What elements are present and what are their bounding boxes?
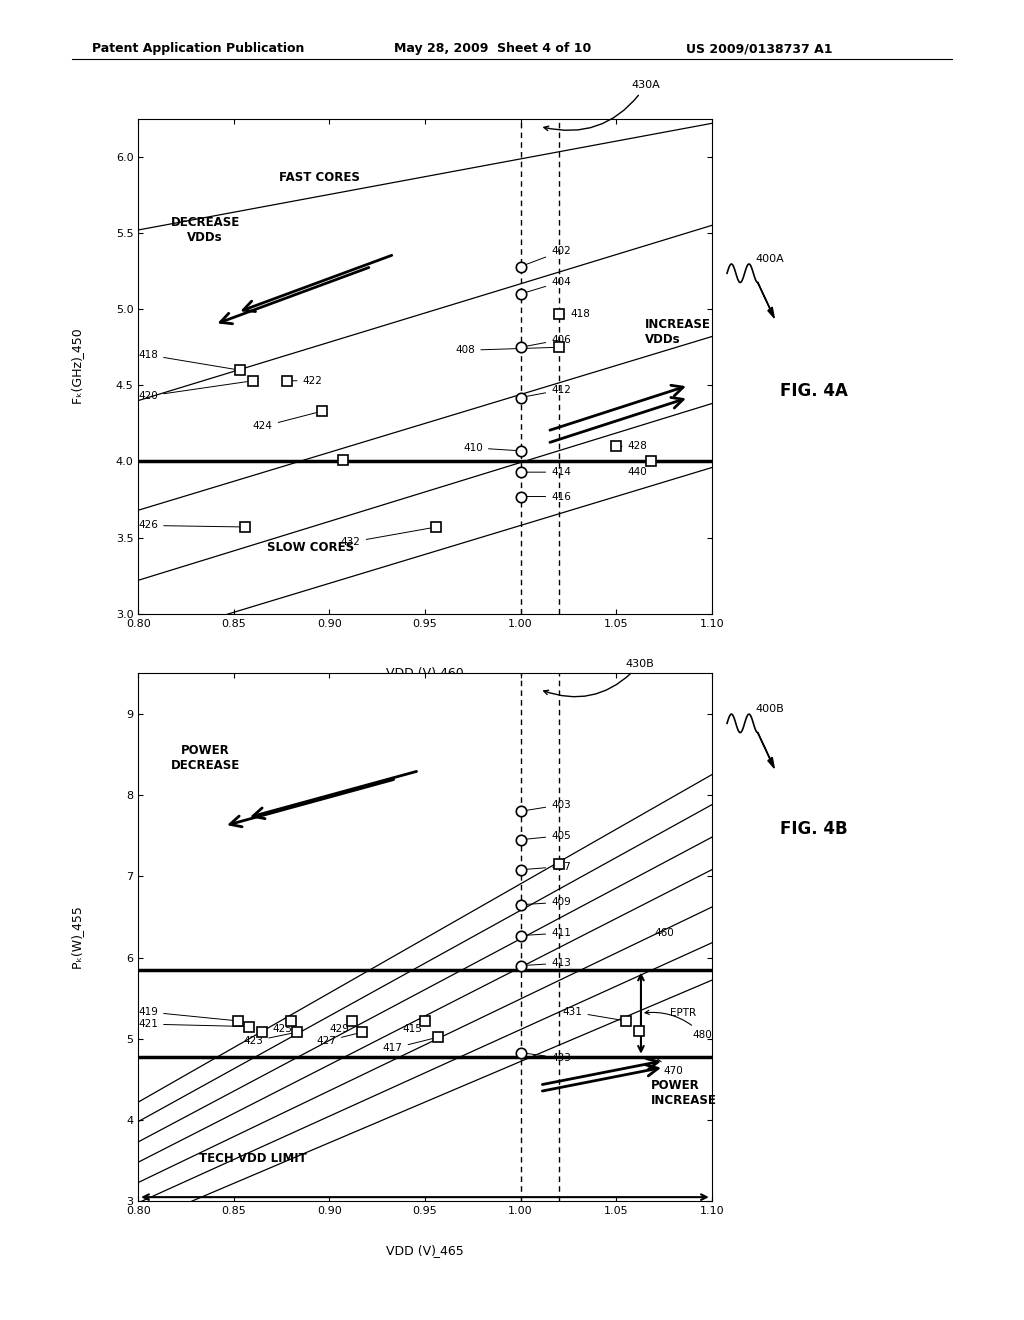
Text: 417: 417 [383, 1038, 435, 1053]
Text: 432: 432 [341, 528, 434, 548]
Text: 423: 423 [244, 1032, 294, 1047]
Text: 421: 421 [138, 1019, 247, 1030]
Text: 407: 407 [523, 862, 570, 871]
Text: 430B: 430B [544, 659, 654, 697]
Text: 429: 429 [330, 1020, 352, 1034]
Text: TECH VDD LIMIT: TECH VDD LIMIT [199, 1152, 307, 1166]
Text: 480: 480 [645, 1010, 713, 1040]
Text: Fₖ(GHz) ̲450: Fₖ(GHz) ̲450 [72, 329, 85, 404]
Text: 410: 410 [463, 442, 518, 453]
Text: 400B: 400B [756, 704, 784, 714]
Text: 427: 427 [316, 1034, 359, 1047]
Text: 408: 408 [456, 346, 556, 355]
Text: Pₖ(W) ̲455: Pₖ(W) ̲455 [72, 906, 85, 969]
Text: 414: 414 [523, 467, 571, 477]
Text: FAST CORES: FAST CORES [280, 172, 360, 185]
Text: 430A: 430A [544, 81, 660, 131]
Text: 426: 426 [138, 520, 243, 531]
Text: POWER
INCREASE: POWER INCREASE [650, 1080, 717, 1107]
Text: 418: 418 [561, 309, 590, 318]
Text: VDD (V) ̲465: VDD (V) ̲465 [386, 1245, 464, 1258]
Text: FIG. 4B: FIG. 4B [780, 820, 848, 838]
Text: May 28, 2009  Sheet 4 of 10: May 28, 2009 Sheet 4 of 10 [394, 42, 592, 55]
Text: 400A: 400A [756, 253, 784, 264]
Text: Patent Application Publication: Patent Application Publication [92, 42, 304, 55]
Text: 460: 460 [654, 928, 674, 939]
Text: 416: 416 [523, 491, 571, 502]
Text: 428: 428 [618, 441, 647, 451]
Text: 424: 424 [253, 412, 319, 432]
Text: DECREASE
VDDs: DECREASE VDDs [171, 216, 240, 244]
Text: 415: 415 [402, 1020, 425, 1034]
Text: FIG. 4A: FIG. 4A [780, 381, 848, 400]
Text: SLOW CORES: SLOW CORES [266, 541, 354, 553]
Text: 404: 404 [523, 277, 570, 293]
Text: 431: 431 [562, 1007, 623, 1020]
Text: 413: 413 [523, 958, 571, 968]
Text: 412: 412 [523, 385, 571, 397]
Text: POWER
DECREASE: POWER DECREASE [171, 744, 240, 772]
Text: INCREASE
VDDs: INCREASE VDDs [645, 318, 711, 346]
Text: 420: 420 [138, 381, 250, 401]
Text: 418: 418 [138, 350, 237, 370]
Text: 422: 422 [290, 376, 323, 385]
Text: 409: 409 [523, 898, 570, 907]
Text: 402: 402 [523, 247, 570, 265]
Text: VDD (V) ̲460: VDD (V) ̲460 [386, 665, 464, 678]
Text: 405: 405 [523, 830, 570, 841]
Text: 406: 406 [523, 335, 570, 347]
Text: 433: 433 [523, 1053, 571, 1063]
Text: 425: 425 [272, 1020, 292, 1034]
Text: 419: 419 [138, 1007, 234, 1020]
Text: US 2009/0138737 A1: US 2009/0138737 A1 [686, 42, 833, 55]
Text: 470: 470 [656, 1059, 684, 1076]
Text: 440: 440 [628, 462, 650, 477]
Text: EPTR: EPTR [670, 1007, 695, 1018]
Text: 403: 403 [523, 800, 570, 810]
Text: 411: 411 [523, 928, 571, 939]
